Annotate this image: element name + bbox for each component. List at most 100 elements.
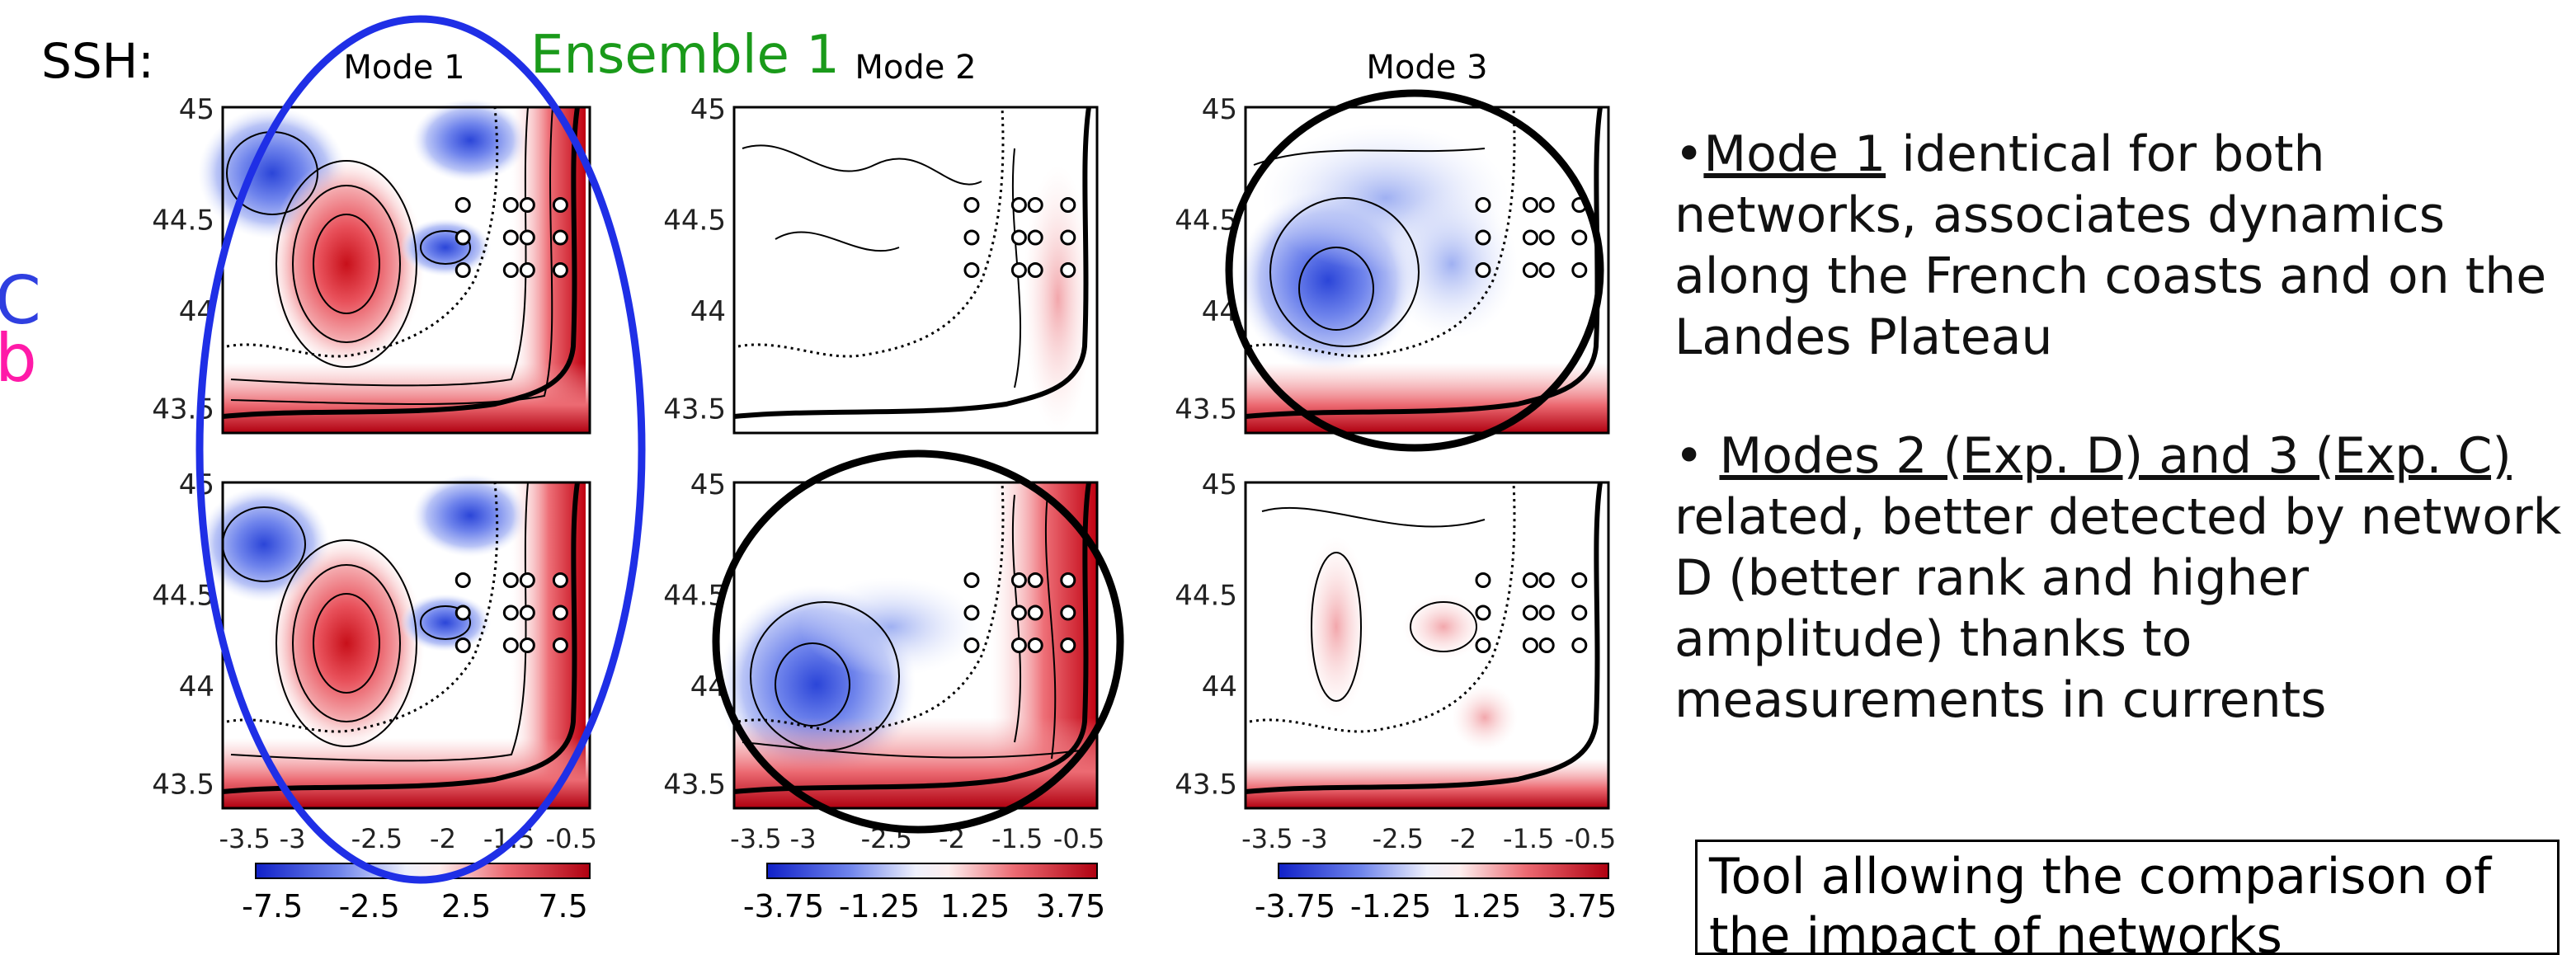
station-markers <box>454 197 1588 653</box>
station-marker <box>519 637 535 653</box>
station-marker <box>1010 637 1027 653</box>
colorbar-1 <box>255 863 591 879</box>
finding-mode-1: •Mode 1 identical for both networks, ass… <box>1674 124 2574 368</box>
colorbar-label: -1.25 <box>1350 888 1431 924</box>
station-marker <box>1522 572 1538 588</box>
station-marker <box>1538 605 1555 621</box>
eof-map-figure: Mode 1 Mode 2 Mode 3 45 44.5 44 43.5 45 44.5 4… <box>152 15 1617 924</box>
station-marker <box>1571 229 1588 246</box>
bullet-marker: • <box>1674 125 1704 183</box>
x-tick-label: -3 <box>1302 823 1328 854</box>
finding-text: identical for both networks, associates … <box>1674 125 2547 366</box>
station-marker <box>519 605 535 621</box>
x-tick-label: -2.5 <box>351 823 403 854</box>
colorbar-label: -2.5 <box>339 888 400 924</box>
cropped-edge-letter-1: C <box>0 262 41 339</box>
colorbar-label: 1.25 <box>940 888 1010 924</box>
station-marker <box>963 572 980 588</box>
station-marker <box>1010 229 1027 246</box>
station-marker <box>1522 229 1538 246</box>
station-marker <box>1538 637 1555 653</box>
ensemble-highlight-ring <box>195 15 646 884</box>
y-tick-label: 43.5 <box>1175 768 1237 801</box>
cropped-edge-letter-2: b <box>0 320 37 397</box>
x-tick-label: -1.5 <box>991 823 1043 854</box>
station-marker <box>1027 262 1043 278</box>
station-marker <box>1010 572 1027 588</box>
x-tick-label: -0.5 <box>546 823 597 854</box>
station-marker <box>1027 637 1043 653</box>
station-marker <box>1571 262 1588 278</box>
x-tick-label: -3 <box>790 823 817 854</box>
station-marker <box>1475 572 1491 588</box>
station-marker <box>552 262 568 278</box>
station-marker <box>1475 262 1491 278</box>
y-tick-label: 45 <box>1202 468 1237 501</box>
station-marker <box>1475 605 1491 621</box>
conclusion-box: Tool allowing the comparison of the impa… <box>1695 840 2560 955</box>
x-tick-label: -2 <box>1450 823 1476 854</box>
y-tick-label: 43.5 <box>663 393 726 426</box>
station-marker <box>1522 262 1538 278</box>
station-marker <box>1060 197 1076 213</box>
x-tick-label: -3.5 <box>219 823 270 854</box>
station-marker <box>963 197 980 213</box>
station-marker <box>1027 572 1043 588</box>
y-tick-label: 44.5 <box>1175 579 1237 612</box>
station-marker <box>454 605 471 621</box>
colorbar-label: 2.5 <box>441 888 491 924</box>
station-marker <box>1060 572 1076 588</box>
colorbar-label: 3.75 <box>1547 888 1618 924</box>
station-marker <box>1522 605 1538 621</box>
finding-lead: Modes 2 (Exp. D) and 3 (Exp. C) <box>1719 427 2512 485</box>
panel-title-mode-1: Mode 1 <box>343 49 464 87</box>
station-marker <box>454 229 471 246</box>
station-marker <box>519 197 535 213</box>
findings-list: •Mode 1 identical for both networks, ass… <box>1674 124 2574 731</box>
mode-3-highlight-ring <box>1225 89 1604 452</box>
station-marker <box>1060 605 1076 621</box>
finding-text: related, better detected by network D (b… <box>1674 488 2562 729</box>
station-marker <box>1010 262 1027 278</box>
conclusion-text-pre: Tool allowing the <box>1709 848 2139 906</box>
y-tick-label: 43.5 <box>152 768 214 801</box>
station-marker <box>963 229 980 246</box>
colorbar-label: -3.75 <box>1255 888 1335 924</box>
y-tick-label: 43.5 <box>663 768 726 801</box>
station-marker <box>454 197 471 213</box>
mode-2-highlight-ring <box>712 449 1124 834</box>
field-label: SSH: <box>41 33 154 89</box>
x-tick-label: -1.5 <box>1503 823 1554 854</box>
station-marker <box>1060 262 1076 278</box>
station-marker <box>1027 605 1043 621</box>
x-tick-label: -0.5 <box>1565 823 1616 854</box>
y-tick-label: 44 <box>179 670 214 703</box>
station-marker <box>552 229 568 246</box>
colorbars: -7.5 -2.5 2.5 7.5 -3.75 -1.25 1.25 3.75 -3.75 -1.… <box>242 863 1617 924</box>
colorbar-label: -7.5 <box>242 888 303 924</box>
station-marker <box>502 197 519 213</box>
y-tick-label: 44 <box>1202 670 1237 703</box>
y-tick-label: 45 <box>179 93 214 126</box>
station-marker <box>552 637 568 653</box>
y-tick-label: 44.5 <box>663 579 726 612</box>
y-tick-label: 44.5 <box>663 204 726 237</box>
colorbar-label: -3.75 <box>743 888 824 924</box>
y-tick-label: 44.5 <box>152 579 214 612</box>
x-tick-label: -0.5 <box>1053 823 1104 854</box>
finding-modes-2-3: • Modes 2 (Exp. D) and 3 (Exp. C) relate… <box>1674 426 2574 731</box>
station-marker <box>1522 197 1538 213</box>
station-marker <box>1027 229 1043 246</box>
station-marker <box>1538 197 1555 213</box>
station-marker <box>963 605 980 621</box>
colorbar-label: 1.25 <box>1452 888 1522 924</box>
map-panel-r1-c1 <box>198 99 591 435</box>
x-tick-label: -3.5 <box>730 823 781 854</box>
station-marker <box>454 637 471 653</box>
station-marker <box>1027 197 1043 213</box>
panel-title-mode-2: Mode 2 <box>855 49 976 87</box>
finding-lead: Mode 1 <box>1703 125 1886 183</box>
colorbar-2 <box>766 863 1098 879</box>
map-panel-r1-c2 <box>732 106 1099 435</box>
